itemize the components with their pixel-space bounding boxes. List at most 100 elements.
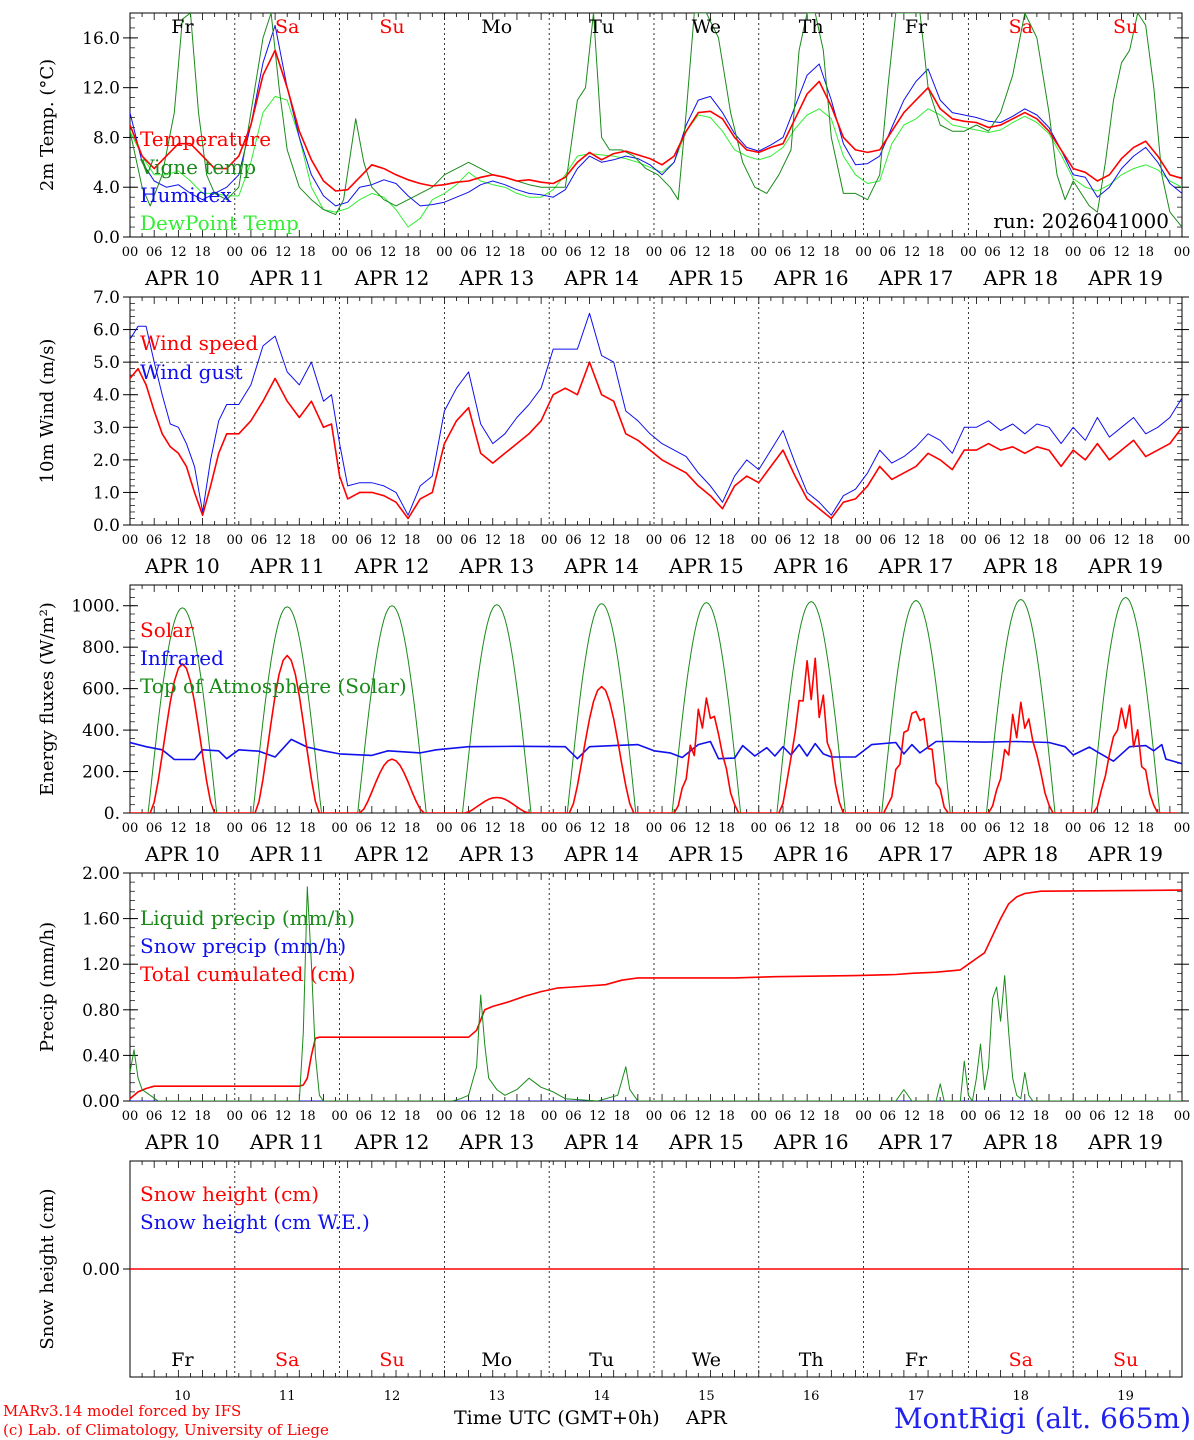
day-name-top: Sa <box>275 16 299 38</box>
temp-hour-label: 06 <box>460 245 477 260</box>
energy-series-infrared <box>130 738 1182 765</box>
temp-date-label: APR 14 <box>563 266 639 290</box>
wind-hour-label: 00 <box>331 533 348 548</box>
precip-hour-label: 06 <box>984 1109 1001 1124</box>
snow-legend-snow-height-cm: Snow height (cm) <box>140 1182 319 1206</box>
precip-hour-label: 00 <box>646 1109 663 1124</box>
energy-hour-label: 06 <box>356 821 373 836</box>
precip-hour-label: 12 <box>694 1109 711 1124</box>
precip-hour-label: 12 <box>589 1109 606 1124</box>
precip-hour-label: 00 <box>227 1109 244 1124</box>
energy-legend-top-of-atmosphere-solar: Top of Atmosphere (Solar) <box>140 674 407 698</box>
temp-ytick-label: 0.0 <box>93 228 120 248</box>
precip-date-label: APR 16 <box>773 1130 849 1154</box>
precip-date-label: APR 19 <box>1087 1130 1163 1154</box>
temp-ytick-label: 4.0 <box>93 178 120 198</box>
snow-legend-snow-height-cm-w-e: Snow height (cm W.E.) <box>140 1210 370 1234</box>
day-name-bottom: Su <box>379 1349 404 1371</box>
precip-hour-label: 06 <box>460 1109 477 1124</box>
precip-hour-label: 06 <box>146 1109 163 1124</box>
energy-series-top-of-atmosphere-solar <box>130 596 1178 813</box>
energy-hour-label: 00 <box>436 821 453 836</box>
wind-hour-label: 18 <box>928 533 945 548</box>
energy-hour-label: 06 <box>251 821 268 836</box>
precip-date-label: APR 17 <box>878 1130 954 1154</box>
precip-ytick-label: 1.20 <box>82 955 120 975</box>
energy-hour-label: 18 <box>509 821 526 836</box>
temp-hour-label: 18 <box>823 245 840 260</box>
energy-frame <box>129 584 1183 814</box>
energy-hour-label: 00 <box>541 821 558 836</box>
temp-hour-label: 18 <box>509 245 526 260</box>
run-label: run: 2026041000 <box>993 209 1169 233</box>
day-name-bottom: Fr <box>171 1349 194 1371</box>
energy-date-label: APR 11 <box>249 842 325 866</box>
precip-hour-label: 18 <box>509 1109 526 1124</box>
time-axis-label: Time UTC (GMT+0h) <box>454 1407 660 1429</box>
wind-date-label: APR 18 <box>982 554 1058 578</box>
wind-hour-label: 06 <box>146 533 163 548</box>
day-number: 12 <box>384 1389 401 1404</box>
energy-hour-label: 00 <box>855 821 872 836</box>
precip-hour-label: 18 <box>299 1109 316 1124</box>
temp-date-label: APR 18 <box>982 266 1058 290</box>
precip-date-label: APR 18 <box>982 1130 1058 1154</box>
energy-hour-label: 00 <box>751 821 768 836</box>
temp-hour-label: 12 <box>1008 245 1025 260</box>
precip-date-label: APR 14 <box>563 1130 639 1154</box>
energy-ytick-label: 0. <box>104 804 120 824</box>
energy-hour-label: 18 <box>1033 821 1050 836</box>
temp-hour-label: 00 <box>855 245 872 260</box>
energy-hour-label: 12 <box>799 821 816 836</box>
day-name-top: Tu <box>589 16 614 38</box>
wind-hour-label: 12 <box>1008 533 1025 548</box>
temp-hour-label: 00 <box>227 245 244 260</box>
energy-legend-solar: Solar <box>140 618 194 642</box>
precip-ytick-label: 1.60 <box>82 910 120 930</box>
wind-hour-label: 18 <box>509 533 526 548</box>
energy-date-label: APR 17 <box>878 842 954 866</box>
precip-ytick-label: 0.80 <box>82 1001 120 1021</box>
wind-hour-label: 12 <box>799 533 816 548</box>
precip-date-label: APR 11 <box>249 1130 325 1154</box>
temp-hour-label: 12 <box>694 245 711 260</box>
wind-date-label: APR 12 <box>354 554 430 578</box>
temp-hour-label: 06 <box>1089 245 1106 260</box>
day-number: 17 <box>908 1389 925 1404</box>
day-name-top: Su <box>379 16 404 38</box>
precip-hour-label: 06 <box>356 1109 373 1124</box>
temp-hour-label: 00 <box>1065 245 1082 260</box>
energy-date-label: APR 12 <box>354 842 430 866</box>
day-name-bottom: Sa <box>1009 1349 1033 1371</box>
temp-hour-label: 18 <box>718 245 735 260</box>
temp-series <box>130 13 1182 228</box>
precip-hour-label: 00 <box>751 1109 768 1124</box>
wind-series-wind-speed <box>130 361 1182 520</box>
temp-hour-label: 06 <box>356 245 373 260</box>
month-label: APR <box>685 1407 728 1429</box>
energy-hour-label: 12 <box>694 821 711 836</box>
day-name-top: Fr <box>171 16 194 38</box>
temp-date-label: APR 12 <box>354 266 430 290</box>
precip-hour-label: 00 <box>855 1109 872 1124</box>
energy-hour-label: 18 <box>1137 821 1154 836</box>
precip-hour-label: 12 <box>275 1109 292 1124</box>
wind-hour-label: 18 <box>613 533 630 548</box>
energy-hour-label: 00 <box>227 821 244 836</box>
snow-legend: Snow height (cm) Snow height (cm W.E.) <box>140 1182 370 1234</box>
wind-hour-label: 00 <box>122 533 139 548</box>
precip-series-total-cumulated-cm <box>130 889 1182 1100</box>
energy-hour-label: 00 <box>960 821 977 836</box>
precip-date-label: APR 15 <box>668 1130 744 1154</box>
wind-date-label: APR 16 <box>773 554 849 578</box>
day-number: 15 <box>698 1389 715 1404</box>
wind-date-label: APR 15 <box>668 554 744 578</box>
day-name-bottom: We <box>692 1349 721 1371</box>
temp-hour-label: 00 <box>541 245 558 260</box>
wind-hour-label: 00 <box>227 533 244 548</box>
precip-series <box>130 886 1182 1101</box>
precip-hour-label: 06 <box>251 1109 268 1124</box>
temp-panel: 0.0 4.0 8.0 12.0 16.0 2m Temp. (°C) <box>37 12 1189 248</box>
energy-hour-label: 18 <box>299 821 316 836</box>
temp-hour-label: 06 <box>775 245 792 260</box>
